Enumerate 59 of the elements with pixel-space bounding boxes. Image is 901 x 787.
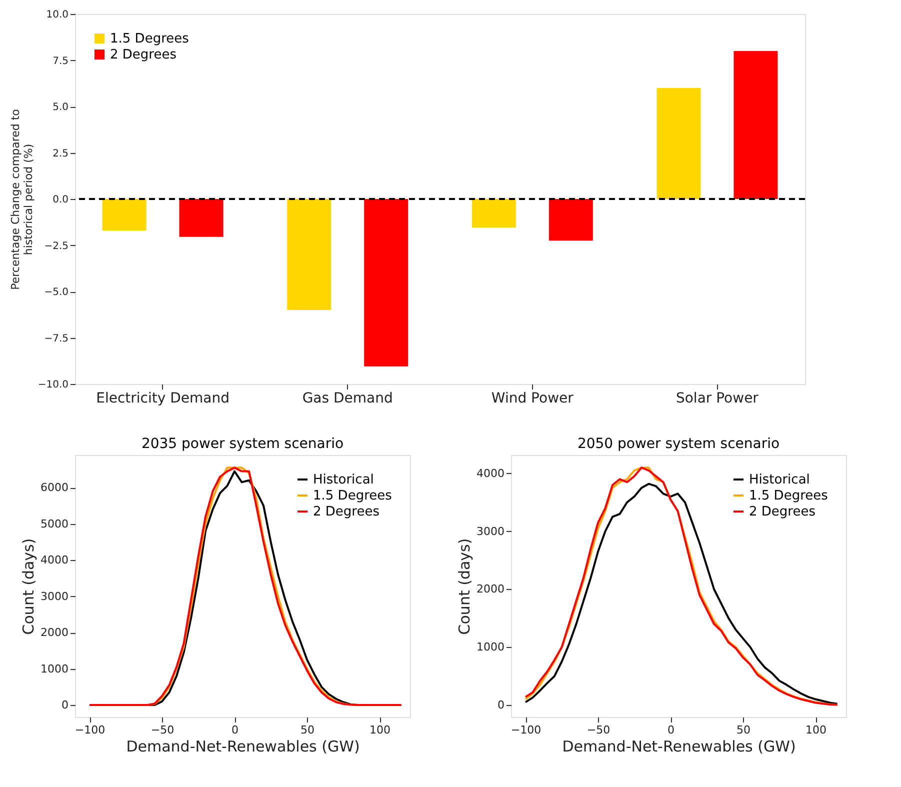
- y-tick-label: 2000: [40, 626, 68, 640]
- chart-title: 2050 power system scenario: [577, 436, 780, 452]
- bar: [734, 51, 778, 199]
- x-tick-label: 0: [668, 724, 675, 736]
- y-tick-label: 0: [498, 698, 504, 712]
- x-axis-title: Demand-Net-Renewables (GW): [562, 738, 796, 756]
- x-tick-label: Electricity Demand: [96, 390, 230, 406]
- legend-label: 2 Degrees: [110, 48, 177, 62]
- y-tick-label: 0: [62, 698, 68, 712]
- x-tick-label: 100: [806, 724, 827, 736]
- legend-label: 1.5 Degrees: [749, 488, 828, 504]
- y-tick-label: 5000: [40, 517, 68, 530]
- legend-label: 1.5 Degrees: [110, 32, 190, 46]
- x-tick-label: −50: [586, 724, 610, 736]
- y-tick-label: 2.5: [52, 148, 68, 160]
- y-tick-label: −2.5: [44, 240, 68, 252]
- x-tick-label: Wind Power: [491, 390, 574, 406]
- x-tick-label: −50: [150, 724, 174, 736]
- y-axis-title: Count (days): [20, 538, 38, 635]
- y-tick-label: −7.5: [44, 333, 68, 344]
- y-tick-label: 3000: [476, 524, 504, 538]
- bar: [364, 199, 408, 366]
- line-series: [88, 466, 402, 706]
- legend-label: Historical: [313, 472, 374, 488]
- bar: [102, 199, 146, 230]
- y-tick-label: 4000: [476, 466, 504, 480]
- legend-label: 2 Degrees: [749, 504, 816, 520]
- x-tick-label: Solar Power: [676, 390, 759, 406]
- x-tick-label: Gas Demand: [302, 390, 393, 406]
- y-tick-label: −5.0: [44, 287, 68, 298]
- y-tick-label: 6000: [40, 481, 68, 494]
- y-axis-title: Percentage Change compared to historical period (%): [8, 108, 35, 290]
- y-tick-label: 1000: [476, 640, 504, 654]
- y-tick-label: −10.0: [38, 380, 68, 390]
- y-tick-label: 2000: [476, 582, 504, 596]
- bar: [548, 199, 593, 241]
- y-tick-label: 4000: [40, 554, 68, 567]
- x-tick-label: 50: [736, 724, 751, 736]
- y-tick-label: 5.0: [52, 102, 68, 113]
- bar: [472, 199, 516, 228]
- legend-label: Historical: [749, 472, 810, 488]
- chart-title: 2035 power system scenario: [141, 436, 344, 452]
- x-tick-label: 100: [370, 724, 391, 736]
- x-axis-title: Demand-Net-Renewables (GW): [126, 738, 360, 756]
- y-tick-label: 7.5: [52, 56, 68, 67]
- bar: [287, 199, 332, 310]
- x-tick-label: 0: [232, 724, 239, 736]
- y-axis-title: Count (days): [456, 538, 474, 635]
- x-tick-label: 50: [300, 724, 315, 736]
- y-tick-label: 10.0: [46, 10, 68, 20]
- bar: [179, 199, 224, 237]
- x-tick-label: −100: [510, 724, 542, 736]
- x-tick-label: −100: [74, 724, 106, 736]
- y-tick-label: 0.0: [52, 194, 68, 206]
- y-tick-label: 3000: [40, 590, 68, 603]
- legend-label: 1.5 Degrees: [313, 488, 392, 504]
- legend-label: 2 Degrees: [313, 504, 380, 520]
- y-tick-label: 1000: [40, 662, 68, 676]
- bar: [656, 88, 701, 199]
